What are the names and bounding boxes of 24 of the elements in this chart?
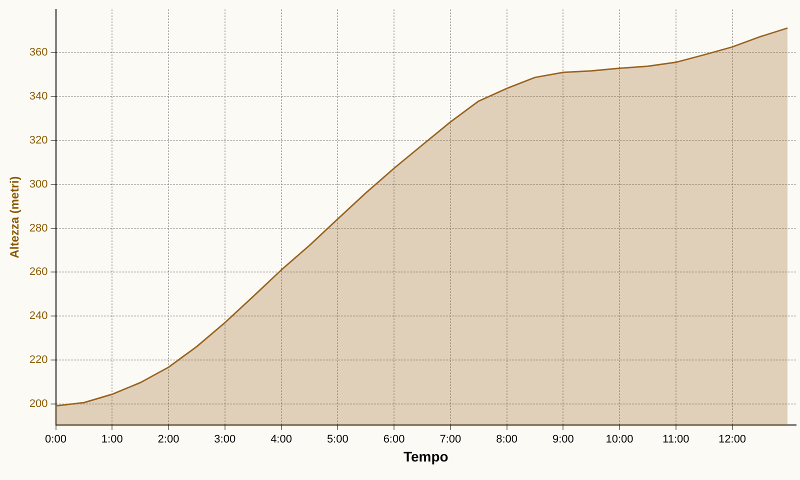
y-tick-label: 320 — [29, 134, 48, 146]
x-tick-label: 7:00 — [440, 434, 462, 446]
x-tick-label: 12:00 — [718, 434, 746, 446]
y-axis-title: Altezza (metri) — [8, 176, 22, 258]
y-tick-label: 340 — [29, 90, 48, 103]
y-tick-label: 360 — [29, 46, 48, 59]
x-tick-label: 5:00 — [326, 434, 348, 446]
x-tick-label: 8:00 — [496, 434, 518, 446]
y-tick-label: 300 — [29, 178, 48, 190]
y-tick-label: 200 — [29, 398, 48, 410]
y-tick-label: 280 — [29, 222, 48, 234]
x-tick-label: 2:00 — [158, 434, 180, 446]
y-tick-label: 220 — [29, 354, 48, 366]
x-axis-title: Tempo — [403, 448, 448, 464]
y-tick-label: 260 — [29, 266, 48, 278]
x-tick-label: 0:00 — [45, 434, 66, 446]
x-tick-label: 10:00 — [606, 434, 634, 446]
x-tick-label: 9:00 — [552, 434, 574, 446]
x-tick-label: 3:00 — [214, 434, 236, 446]
x-tick-label: 11:00 — [662, 434, 690, 446]
x-tick-label: 6:00 — [383, 434, 405, 446]
x-tick-label: 4:00 — [270, 434, 292, 446]
y-tick-label: 240 — [29, 310, 48, 322]
x-tick-label: 1:00 — [101, 434, 123, 446]
